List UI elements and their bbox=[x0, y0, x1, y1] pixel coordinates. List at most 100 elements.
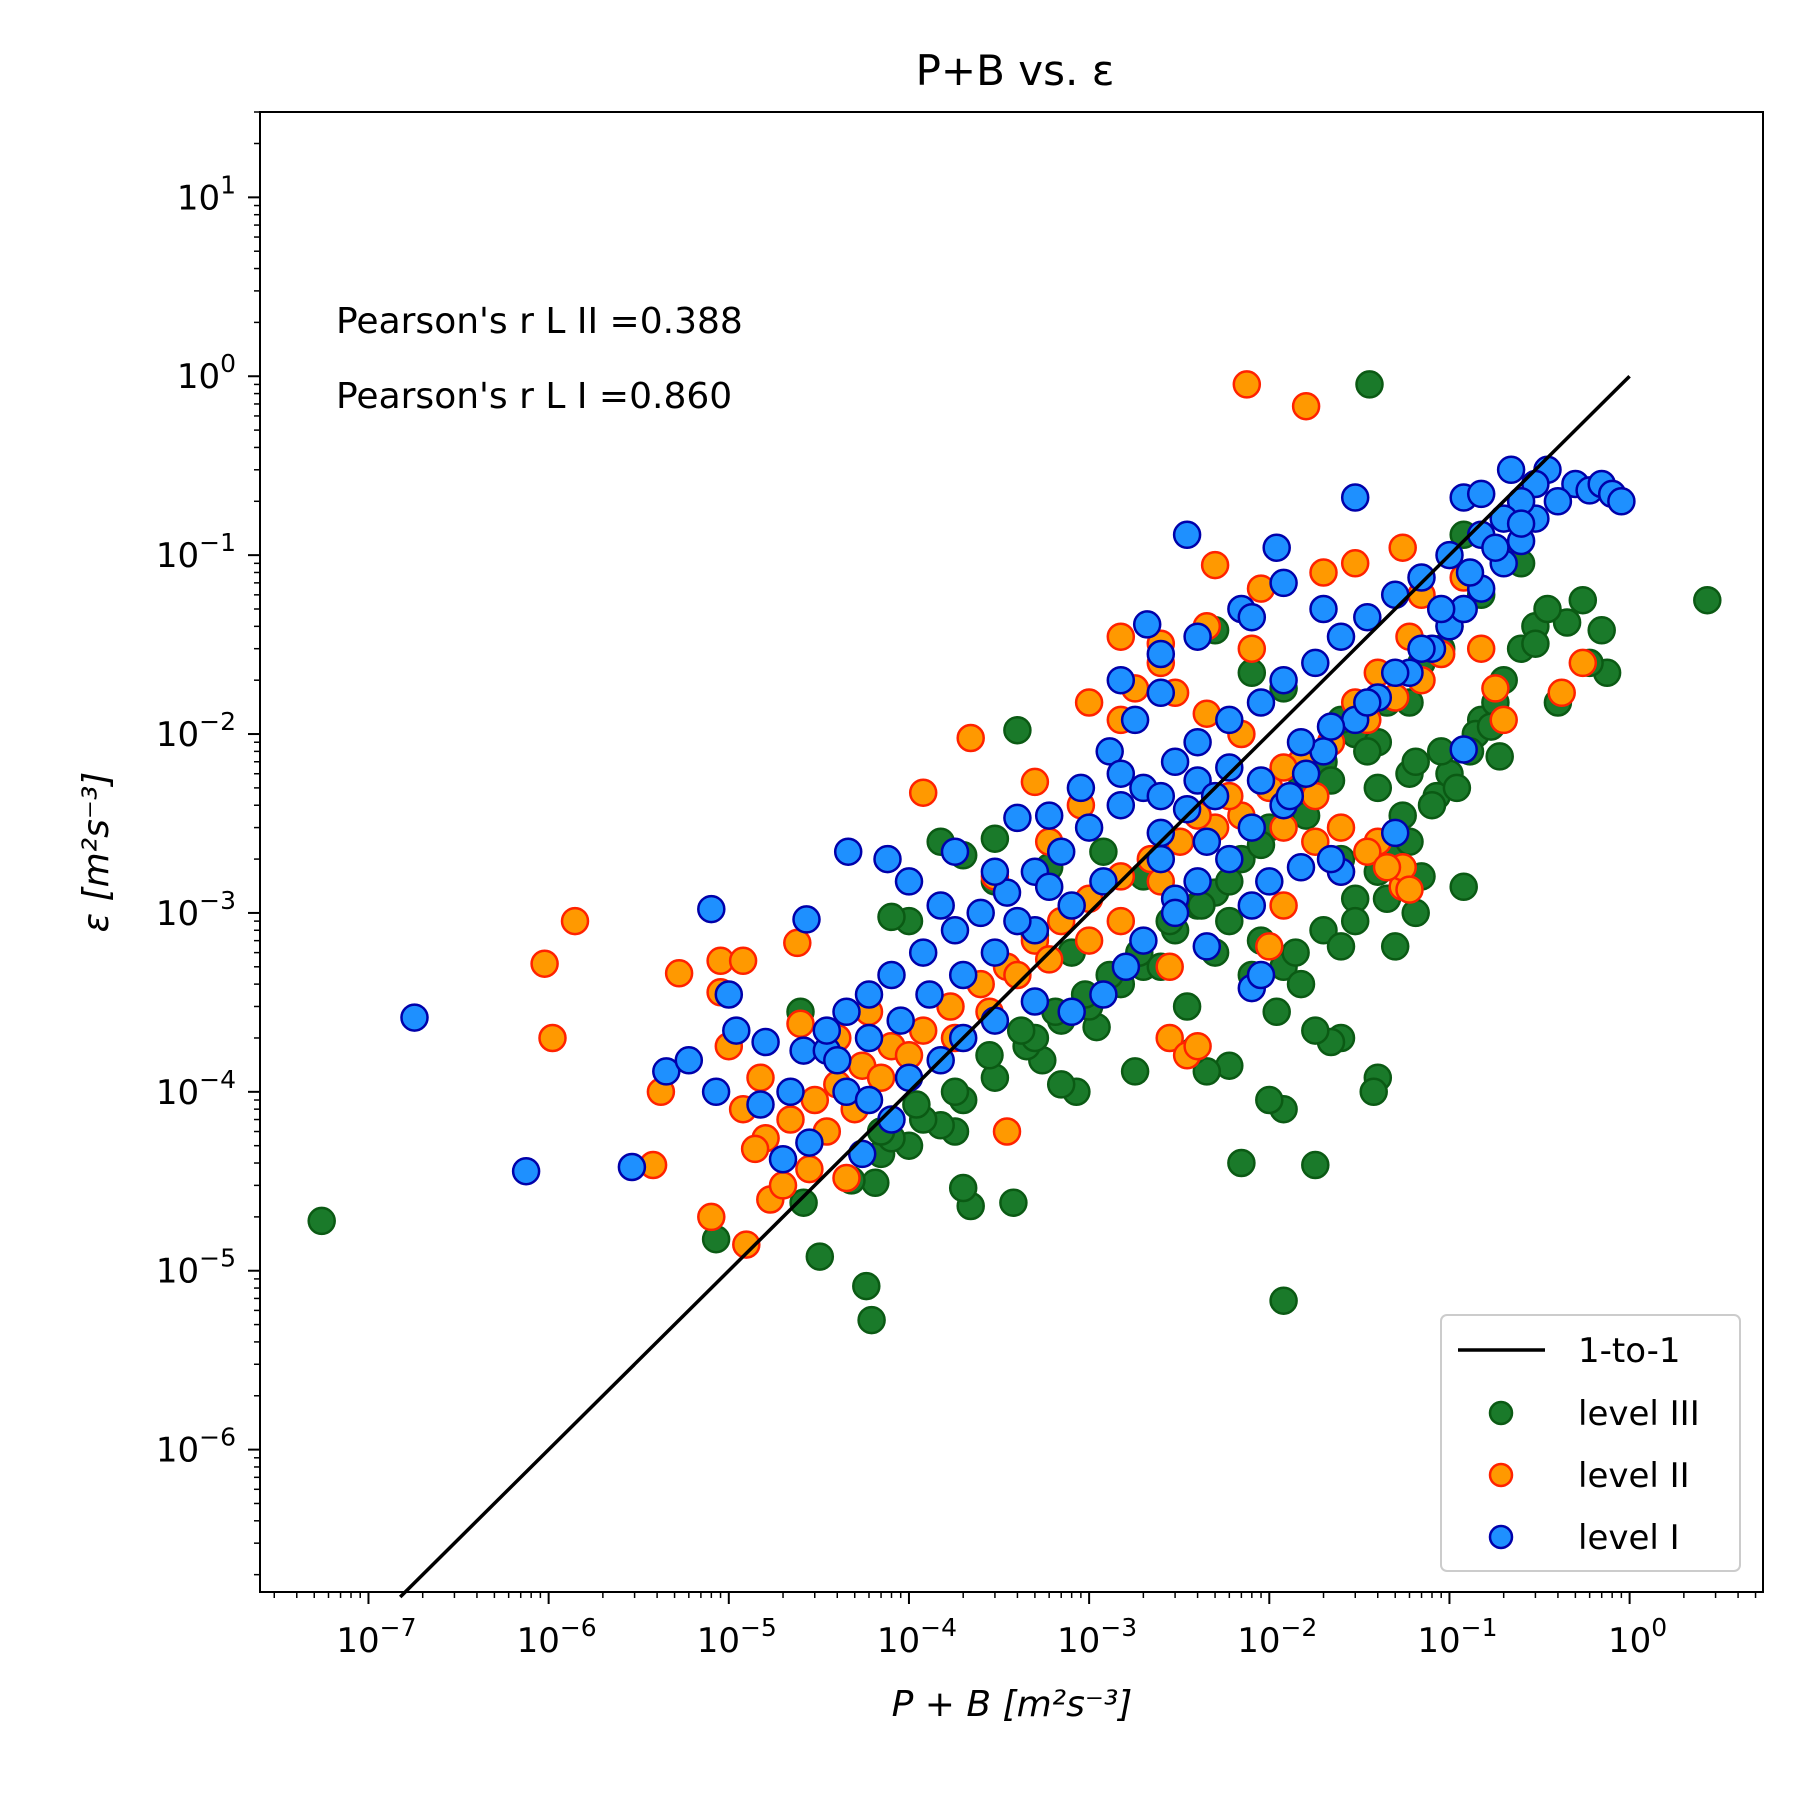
point-level-ii bbox=[728, 946, 758, 976]
point-level-iii bbox=[1286, 969, 1316, 999]
point-level-iii bbox=[1187, 891, 1216, 920]
point-level-i bbox=[1146, 639, 1176, 669]
point-level-i bbox=[1286, 727, 1316, 757]
point-level-ii bbox=[1309, 558, 1338, 587]
x-tick-label: 10−2 bbox=[1237, 1613, 1317, 1661]
point-level-i bbox=[617, 1152, 647, 1182]
point-level-i bbox=[1496, 455, 1526, 485]
point-level-iii bbox=[1693, 585, 1722, 615]
point-level-iii bbox=[1533, 594, 1562, 624]
point-level-i bbox=[1506, 509, 1536, 538]
legend-box bbox=[1440, 1314, 1741, 1572]
point-level-i bbox=[1246, 960, 1276, 990]
point-level-i bbox=[992, 878, 1022, 907]
point-level-ii bbox=[560, 906, 590, 936]
point-level-ii bbox=[1489, 705, 1518, 735]
point-level-i bbox=[847, 1139, 877, 1169]
point-level-ii bbox=[664, 959, 694, 988]
point-level-i bbox=[877, 1105, 906, 1134]
point-level-i bbox=[908, 938, 938, 967]
point-level-ii bbox=[1020, 767, 1050, 797]
point-level-i bbox=[1111, 952, 1141, 982]
point-level-i bbox=[768, 1144, 798, 1174]
point-level-ii bbox=[1301, 827, 1330, 856]
point-level-i bbox=[1020, 987, 1050, 1016]
legend-label-level-i: level I bbox=[1578, 1518, 1680, 1558]
point-level-ii bbox=[1074, 926, 1104, 955]
point-level-ii bbox=[1388, 533, 1417, 562]
y-tick-label: 10−5 bbox=[156, 1244, 236, 1292]
point-level-ii bbox=[538, 1023, 567, 1053]
point-level-i bbox=[714, 980, 744, 1009]
point-level-iii bbox=[1301, 1016, 1330, 1045]
point-level-i bbox=[1269, 665, 1298, 695]
point-level-i bbox=[823, 1046, 852, 1075]
point-level-ii bbox=[1034, 945, 1064, 974]
point-level-i bbox=[1129, 926, 1158, 955]
point-level-ii bbox=[908, 778, 938, 807]
point-level-i bbox=[1326, 622, 1356, 651]
legend-label-level-iii: level III bbox=[1578, 1394, 1700, 1434]
y-tick-label: 10−1 bbox=[156, 528, 236, 576]
point-level-ii bbox=[832, 1163, 861, 1193]
point-level-iii bbox=[1120, 1057, 1150, 1086]
y-tick-label: 10−2 bbox=[156, 707, 236, 755]
point-level-i bbox=[1380, 580, 1410, 610]
point-level-iii bbox=[1089, 837, 1118, 866]
point-level-i bbox=[1380, 658, 1410, 688]
point-level-iii bbox=[1355, 370, 1384, 399]
legend-swatch-level-i bbox=[1488, 1524, 1514, 1550]
point-level-ii bbox=[866, 1063, 896, 1092]
point-level-i bbox=[1183, 867, 1212, 896]
point-level-i bbox=[1066, 773, 1096, 803]
point-level-ii bbox=[697, 1202, 726, 1232]
point-level-i bbox=[854, 1085, 884, 1115]
point-level-i bbox=[1057, 891, 1086, 920]
point-level-iii bbox=[1417, 790, 1447, 820]
point-level-i bbox=[1160, 747, 1190, 777]
point-level-iii bbox=[1359, 1077, 1388, 1107]
x-tick-label: 10−5 bbox=[697, 1613, 777, 1661]
x-tick-label: 10−7 bbox=[336, 1613, 416, 1661]
point-level-ii bbox=[732, 1230, 761, 1259]
chart-title: P+B vs. ε bbox=[916, 46, 1115, 95]
point-level-i bbox=[1340, 483, 1370, 512]
point-level-i bbox=[1132, 610, 1162, 639]
point-level-i bbox=[1183, 622, 1212, 651]
point-level-i bbox=[1291, 759, 1321, 788]
point-level-iii bbox=[1237, 658, 1267, 688]
point-level-ii bbox=[1340, 549, 1370, 578]
point-level-ii bbox=[1106, 622, 1136, 651]
point-level-ii bbox=[1568, 648, 1598, 678]
point-level-i bbox=[1255, 867, 1284, 896]
point-level-i bbox=[1120, 705, 1150, 735]
x-tick-label: 10−1 bbox=[1417, 1613, 1497, 1661]
point-level-i bbox=[1301, 648, 1330, 678]
point-level-i bbox=[966, 898, 995, 928]
point-level-i bbox=[940, 837, 970, 866]
annotation-pearson-level-ii: Pearson's r L II =0.388 bbox=[336, 301, 743, 342]
x-axis-label: P + B [m²s⁻³] bbox=[892, 1684, 1133, 1725]
point-level-i bbox=[1215, 753, 1244, 782]
point-level-i bbox=[1237, 602, 1267, 632]
point-level-i bbox=[1034, 801, 1064, 830]
point-level-i bbox=[1146, 678, 1176, 708]
point-level-ii bbox=[1200, 550, 1230, 580]
point-level-i bbox=[1407, 563, 1436, 592]
point-level-iii bbox=[1309, 916, 1338, 945]
point-level-i bbox=[980, 938, 1010, 967]
point-level-iii bbox=[1281, 938, 1310, 967]
point-level-iii bbox=[1046, 1070, 1076, 1099]
point-level-i bbox=[1316, 844, 1346, 874]
point-level-i bbox=[812, 1016, 842, 1045]
point-level-iii bbox=[1262, 997, 1291, 1027]
point-level-i bbox=[776, 1077, 805, 1107]
point-level-ii bbox=[1466, 634, 1496, 663]
y-tick-label: 10−3 bbox=[156, 886, 236, 934]
point-level-i bbox=[1246, 688, 1276, 717]
point-level-iii bbox=[1401, 898, 1430, 928]
point-level-iii bbox=[975, 1041, 1004, 1070]
plot-frame bbox=[259, 111, 1764, 1593]
point-level-ii bbox=[1481, 674, 1510, 703]
point-level-i bbox=[1160, 898, 1190, 928]
